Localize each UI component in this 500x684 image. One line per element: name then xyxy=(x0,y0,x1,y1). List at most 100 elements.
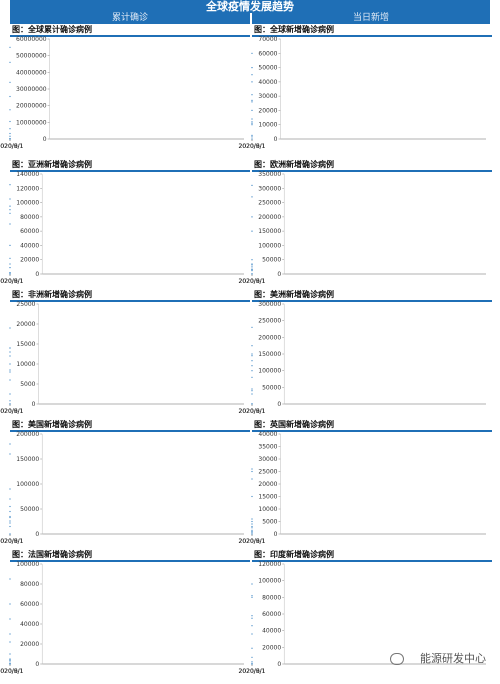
data-point xyxy=(9,371,11,373)
data-point xyxy=(9,516,11,519)
chart-title: 图：全球累计确诊病例 xyxy=(12,25,92,34)
x-tick-label: 2020/6/1 xyxy=(0,408,24,415)
y-tick-label: 100000 xyxy=(16,200,39,207)
y-tick-label: 0 xyxy=(274,136,278,143)
y-tick-label: 50000 xyxy=(258,65,277,72)
y-tick-label: 40000 xyxy=(258,431,277,438)
y-tick-label: 20000 xyxy=(262,644,281,651)
data-point xyxy=(9,138,11,140)
data-point xyxy=(251,633,253,635)
wechat-icon xyxy=(390,653,404,665)
data-point xyxy=(9,403,11,405)
data-point xyxy=(9,347,11,349)
y-tick-label: 120000 xyxy=(258,561,281,568)
chart-panel-global_cum: 图：全球累计确诊病例 0 10000000 20000000 30000000 40000… xyxy=(0,25,250,153)
chart-title: 图：非洲新增确诊病例 xyxy=(12,290,92,299)
data-point xyxy=(9,488,11,490)
chart-panel-americas_new: 图：美洲新增确诊病例 0 50000 100000 150000 200000 250000… xyxy=(239,290,492,418)
y-tick-label: 20000 xyxy=(258,481,277,488)
data-point xyxy=(9,505,11,508)
y-tick-label: 10000 xyxy=(258,122,277,129)
data-point xyxy=(9,351,11,353)
data-point xyxy=(251,393,253,395)
x-tick-label: 2020/9/1 xyxy=(239,408,266,415)
y-tick-label: 15000 xyxy=(16,341,35,348)
data-point xyxy=(9,198,11,200)
data-point xyxy=(251,136,253,138)
data-point xyxy=(251,118,253,120)
data-point xyxy=(9,515,11,518)
y-tick-label: 0 xyxy=(277,401,281,408)
y-tick-label: 30000 xyxy=(258,456,277,463)
x-tick-label: 2020/9/1 xyxy=(0,538,24,545)
x-tick-label: 2020/3/1 xyxy=(0,668,24,675)
y-tick-label: 140000 xyxy=(16,171,39,178)
data-point xyxy=(251,596,253,598)
chart-title: 图：美国新增确诊病例 xyxy=(12,420,92,429)
y-tick-label: 40000000 xyxy=(16,69,47,76)
data-point xyxy=(251,353,253,355)
data-point xyxy=(251,355,253,357)
line-chart: 0 5000 10000 15000 20000 25000 30000 35000 40000… xyxy=(239,431,486,545)
y-tick-label: 0 xyxy=(35,531,39,538)
y-tick-label: 25000 xyxy=(16,301,35,308)
y-tick-label: 200000 xyxy=(258,214,281,221)
x-tick-label: 2020/6/1 xyxy=(0,143,24,150)
y-tick-label: 80000 xyxy=(262,594,281,601)
y-tick-label: 10000 xyxy=(258,506,277,513)
y-tick-label: 200000 xyxy=(16,431,39,438)
y-tick-label: 50000000 xyxy=(16,53,47,60)
line-chart: 0 20000 40000 60000 80000 100000 2020/3/12020/… xyxy=(0,561,244,675)
data-point xyxy=(9,369,11,371)
panel-divider xyxy=(252,300,492,302)
data-point xyxy=(251,525,253,528)
data-point xyxy=(251,617,253,619)
y-tick-label: 20000000 xyxy=(16,103,47,110)
x-tick-label: 2020/9/1 xyxy=(239,668,266,675)
data-point xyxy=(251,468,253,470)
chart-panel-africa_new: 图：非洲新增确诊病例 0 5000 10000 15000 20000 25000 2020/… xyxy=(0,290,250,418)
data-point xyxy=(251,345,253,347)
chart-title: 图：全球新增确诊病例 xyxy=(254,25,334,34)
data-point xyxy=(251,595,253,597)
data-point xyxy=(251,656,253,658)
y-tick-label: 300000 xyxy=(258,185,281,192)
chart-panel-us_new: 图：美国新增确诊病例 0 50000 100000 150000 200000 2020/3… xyxy=(0,420,250,548)
x-tick-label: 2020/3/1 xyxy=(239,538,266,545)
panel-divider xyxy=(252,170,492,172)
x-tick-label: 2020/3/1 xyxy=(0,143,24,150)
y-tick-label: 100000 xyxy=(16,481,39,488)
chart-panel-europe_new: 图：欧洲新增确诊病例 0 50000 100000 150000 200000 250000… xyxy=(239,160,492,288)
y-tick-label: 40000 xyxy=(20,242,39,249)
data-point xyxy=(9,658,11,660)
data-point xyxy=(9,659,11,661)
panel-divider xyxy=(10,560,250,562)
y-tick-label: 60000 xyxy=(262,611,281,618)
y-tick-label: 10000000 xyxy=(16,119,47,126)
x-tick-label: 2020/9/1 xyxy=(0,668,24,675)
data-point xyxy=(251,360,253,362)
data-point xyxy=(251,533,253,535)
data-point xyxy=(251,81,253,83)
y-tick-label: 70000 xyxy=(258,36,277,43)
data-point xyxy=(9,135,11,137)
chart-panel-france_new: 图：法国新增确诊病例 0 20000 40000 60000 80000 100000 202… xyxy=(0,550,250,678)
line-chart: 0 20000 40000 60000 80000 100000 120000 140000 2… xyxy=(0,171,244,285)
data-point xyxy=(9,273,11,275)
y-tick-label: 50000 xyxy=(262,384,281,391)
y-tick-label: 35000 xyxy=(258,444,277,451)
data-point xyxy=(9,660,11,662)
data-point xyxy=(251,273,253,275)
data-point xyxy=(9,522,11,524)
data-point xyxy=(251,376,253,378)
y-tick-label: 40000 xyxy=(20,621,39,628)
data-point xyxy=(251,266,253,268)
data-point xyxy=(9,633,11,635)
cumulative-column-header: 累计确诊 xyxy=(10,13,250,24)
line-chart: 0 10000 20000 30000 40000 50000 60000 70000 2020… xyxy=(239,36,486,150)
data-point xyxy=(9,510,11,513)
data-point xyxy=(9,61,11,63)
data-point xyxy=(251,647,253,649)
x-tick-label: 2020/9/1 xyxy=(239,143,266,150)
data-point xyxy=(9,81,11,83)
